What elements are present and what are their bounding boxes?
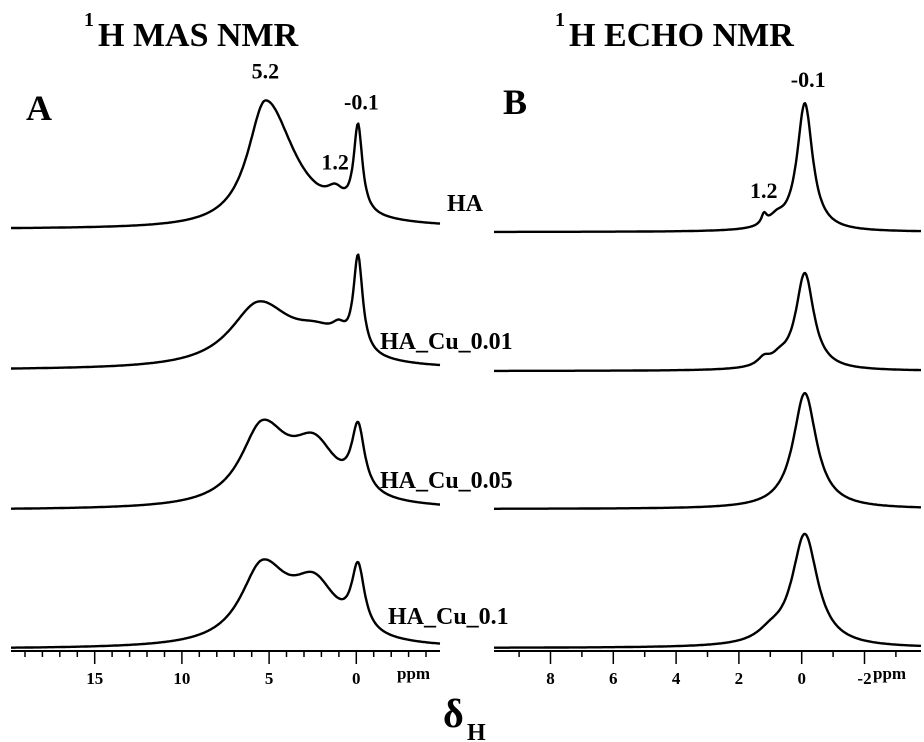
panel-a-tick-label: 5 — [265, 669, 274, 688]
x-axis-title: δ — [443, 691, 464, 736]
panel-b-unit-label: ppm — [873, 664, 906, 683]
panel-b-trace-ha — [493, 102, 922, 234]
panel-b-tick-label: 4 — [672, 669, 681, 688]
panel-a-tick-label: 10 — [173, 669, 190, 688]
panel-a-label: A — [26, 88, 52, 128]
panel-a-trace-ha — [10, 99, 441, 230]
panel-b-annotations: 1.2 -0.1 — [750, 67, 826, 203]
panel-b-traces — [493, 102, 922, 649]
panel-b-tick-label: 6 — [609, 669, 618, 688]
sample-label-ha-cu-0-01: HA_Cu_0.01 — [380, 329, 513, 355]
panel-a-unit-label: ppm — [397, 664, 430, 683]
panel-b-peak-label-0: 1.2 — [750, 178, 778, 203]
panel-b-tick-label: -2 — [857, 669, 871, 688]
panel-a-title: 1 H MAS NMR — [84, 9, 299, 54]
panel-b-trace-ha-cu-0-1 — [493, 532, 922, 649]
panel-a-peak-label-2: -0.1 — [344, 89, 379, 114]
panel-a-title-text: H MAS NMR — [98, 17, 299, 54]
panel-b-tick-label: 2 — [735, 669, 744, 688]
panel-a-annotations: 5.2 1.2 -0.1 — [252, 58, 379, 174]
panel-b-peak-label-1: -0.1 — [791, 67, 826, 92]
sample-label-ha-cu-0-05: HA_Cu_0.05 — [380, 468, 513, 494]
panel-b-tick-label: 8 — [546, 669, 555, 688]
panel-b-tick-label: 0 — [797, 669, 806, 688]
panel-b-trace-ha-cu-0-05 — [493, 391, 922, 510]
panel-a-peak-label-0: 5.2 — [252, 58, 280, 83]
panel-b-title: 1 H ECHO NMR — [555, 9, 794, 54]
panel-a-peak-label-1: 1.2 — [321, 150, 349, 175]
panel-b-title-superscript: 1 — [555, 9, 565, 31]
panel-a-traces — [10, 99, 441, 649]
panel-b-trace-ha-cu-0-01 — [493, 271, 922, 373]
panel-b-title-text: H ECHO NMR — [569, 17, 794, 54]
panel-a-tick-label: 0 — [352, 669, 361, 688]
panel-a-trace-ha-cu-0-01 — [10, 253, 441, 370]
panel-b-x-axis: 8 6 4 2 0 -2 — [494, 650, 921, 688]
panel-a-x-axis: 15 10 5 0 — [11, 650, 440, 688]
panel-a-trace-ha-cu-0-1 — [10, 558, 441, 649]
panel-b-label: B — [503, 82, 527, 122]
panel-a-title-superscript: 1 — [84, 9, 94, 31]
panel-a-trace-ha-cu-0-05 — [10, 418, 441, 510]
panel-a-tick-label: 15 — [86, 669, 103, 688]
sample-label-ha: HA — [447, 191, 484, 217]
x-axis-title-subscript: H — [467, 720, 486, 742]
sample-label-ha-cu-0-1: HA_Cu_0.1 — [388, 604, 509, 630]
